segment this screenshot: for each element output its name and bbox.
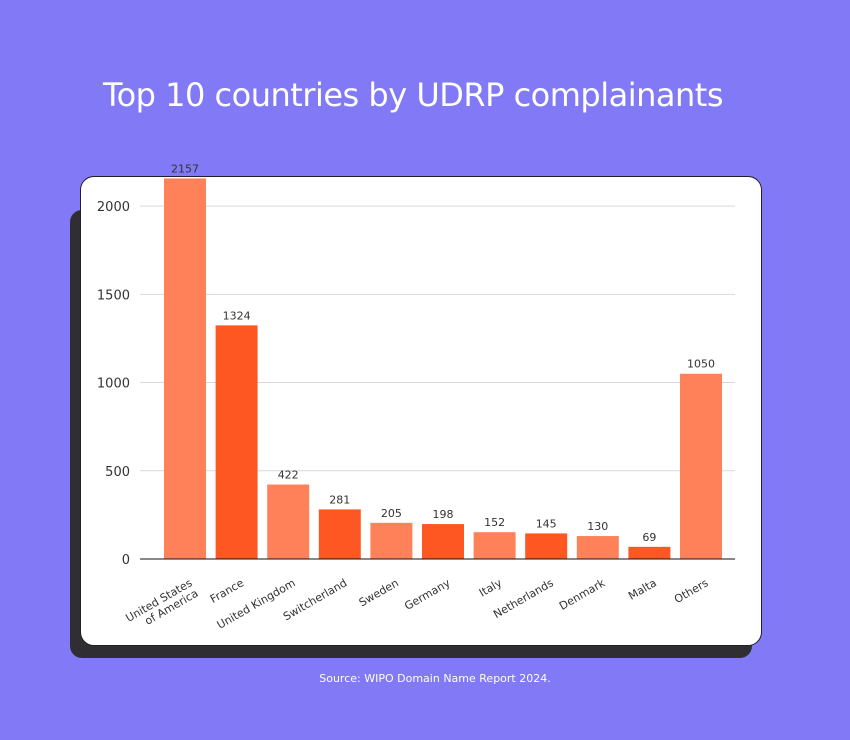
x-tick-label: Others (672, 576, 711, 606)
y-tick-label: 500 (105, 465, 130, 480)
y-tick-label: 1500 (97, 288, 130, 303)
bar (473, 532, 516, 559)
bar (525, 533, 568, 559)
data-label: 145 (536, 517, 557, 530)
data-label: 281 (329, 493, 350, 506)
x-tick-label: France (208, 576, 246, 606)
x-tick-label: Italy (477, 576, 505, 599)
data-label: 152 (484, 516, 505, 529)
x-tick-label: Denmark (557, 576, 608, 613)
data-label: 1324 (223, 309, 251, 322)
bar (576, 536, 619, 559)
bar (267, 484, 310, 559)
bar (370, 522, 413, 559)
y-tick-label: 2000 (97, 200, 130, 215)
x-tick-label: Sweden (357, 576, 401, 609)
y-tick-label: 1000 (97, 377, 130, 392)
data-label: 1050 (687, 358, 715, 371)
data-label: 205 (381, 507, 402, 520)
bar (680, 373, 722, 559)
page-title: Top 10 countries by UDRP complainants (102, 76, 724, 114)
data-label: 2157 (171, 162, 199, 175)
bar (164, 178, 206, 559)
source-note: Source: WIPO Domain Name Report 2024. (319, 672, 551, 685)
y-tick-label: 0 (122, 553, 130, 568)
data-label: 422 (278, 469, 299, 482)
x-tick-label: Germany (402, 576, 453, 613)
bar (318, 509, 361, 559)
data-label: 198 (433, 508, 454, 521)
data-label: 130 (587, 520, 608, 533)
bar (628, 546, 671, 559)
x-tick-label: United Statesof America (123, 576, 200, 635)
bar (422, 524, 464, 559)
bar (215, 325, 258, 559)
x-tick-label: Malta (626, 576, 659, 602)
data-label: 69 (642, 531, 656, 544)
